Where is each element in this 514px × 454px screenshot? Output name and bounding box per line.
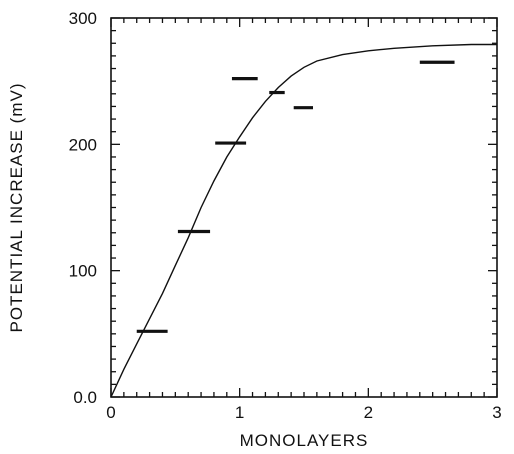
x-axis-label: MONOLAYERS [240, 431, 369, 450]
y-axis-label: POTENTIAL INCREASE (mV) [7, 82, 26, 332]
y-tick-label: 200 [69, 135, 97, 154]
right-axis-ticks [488, 17, 497, 398]
top-axis-ticks [110, 18, 498, 27]
x-tick-label: 0 [106, 403, 115, 422]
measurement-markers [136, 60, 455, 333]
plot-frame [110, 17, 498, 398]
x-axis-ticks: 0 1 2 3 [106, 388, 502, 422]
y-tick-label: 0.0 [73, 388, 97, 407]
x-tick-label: 2 [364, 403, 373, 422]
y-tick-label: 100 [69, 262, 97, 281]
y-tick-label: 300 [69, 9, 97, 28]
fit-curve [110, 43, 497, 398]
x-tick-label: 3 [492, 403, 501, 422]
x-tick-label: 1 [235, 403, 244, 422]
y-axis-ticks: 0.0 100 200 300 [69, 9, 120, 407]
